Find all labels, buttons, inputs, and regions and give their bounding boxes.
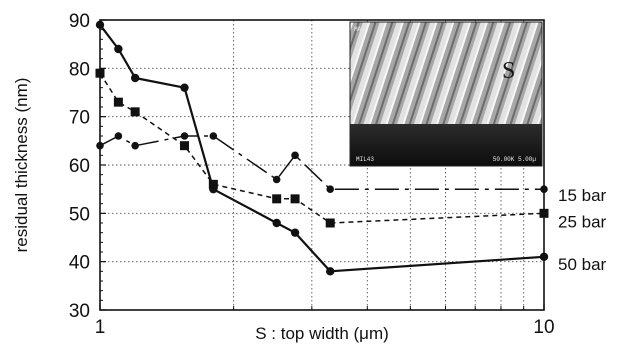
series-labels: 15 bar 25 bar 50 bar: [558, 186, 607, 274]
data-point-50-bar: [114, 44, 123, 54]
y-axis-title: residual thickness (nm): [12, 78, 31, 253]
sem-image-substrate: [350, 124, 542, 166]
data-point-25-bar: [208, 179, 218, 189]
series-label-25-bar: 25 bar: [558, 212, 607, 231]
x-tick-label: 1: [95, 317, 106, 338]
sem-inset: S MAG MIL43 50.00K 5.00µ: [349, 21, 543, 167]
data-point-25-bar: [113, 97, 123, 107]
data-point-50-bar: [290, 228, 300, 237]
data-point-50-bar: [130, 73, 140, 83]
sem-corner-label: MAG: [354, 26, 365, 33]
x-axis-title: S : top width (μm): [255, 324, 389, 343]
sem-scale-left: MIL43: [356, 156, 374, 163]
data-point-15-bar: [291, 151, 299, 160]
sem-image-grating: [350, 22, 542, 124]
x-tick-label: 10: [533, 317, 554, 338]
data-point-15-bar: [180, 132, 189, 140]
sem-scale-right: 50.00K 5.00µ: [493, 156, 537, 163]
data-point-25-bar: [130, 107, 140, 117]
y-tick-label: 30: [69, 301, 90, 322]
data-point-25-bar: [272, 194, 282, 204]
axis-labels: 30 40 50 60 70 80 90 1 10: [69, 11, 555, 338]
axis-ticks: [99, 19, 545, 311]
data-point-15-bar: [209, 132, 218, 140]
y-tick-label: 90: [69, 11, 90, 32]
data-point-50-bar: [326, 267, 335, 276]
data-point-25-bar: [180, 141, 190, 151]
data-point-15-bar: [114, 132, 123, 140]
series-label-50-bar: 50 bar: [558, 255, 607, 274]
data-point-15-bar: [131, 141, 139, 150]
data-point-25-bar: [325, 218, 335, 228]
data-point-15-bar: [272, 175, 281, 184]
y-tick-label: 50: [69, 204, 90, 225]
y-tick-label: 80: [69, 59, 90, 80]
data-point-25-bar: [290, 194, 300, 204]
series-label-15-bar: 15 bar: [558, 186, 607, 205]
y-tick-label: 60: [69, 156, 90, 177]
data-point-15-bar: [326, 185, 335, 193]
y-tick-label: 70: [69, 108, 90, 129]
series-line-15-bar: [99, 135, 544, 190]
series-line-25-bar: [99, 72, 545, 224]
data-point-50-bar: [180, 83, 189, 92]
y-tick-label: 40: [69, 253, 90, 274]
data-point-50-bar: [272, 218, 281, 228]
data-point-50-bar: [209, 184, 218, 194]
sem-structure-label: S: [502, 58, 515, 84]
sem-image-border: [349, 21, 543, 167]
